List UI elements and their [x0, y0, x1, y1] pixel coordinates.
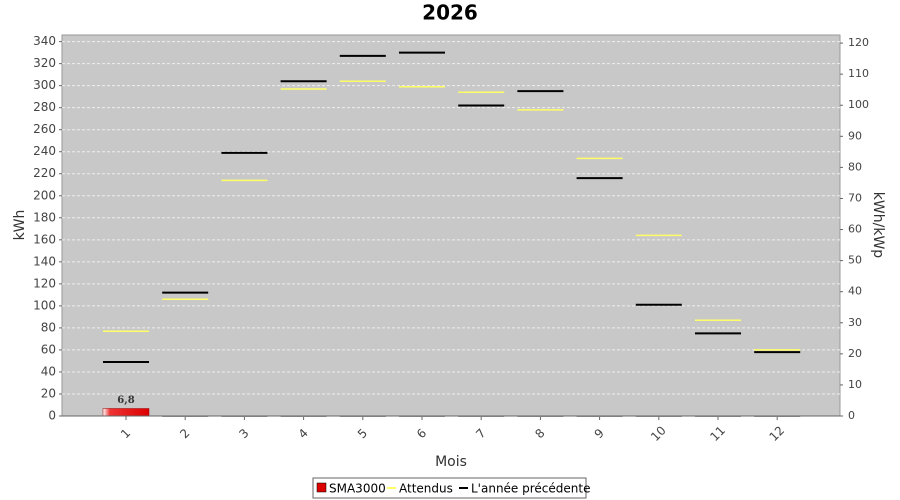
- x-tick-label: 7: [473, 426, 488, 441]
- y2-tick-label: 80: [848, 160, 862, 173]
- x-tick-label: 2: [177, 426, 192, 441]
- y2-tick-label: 60: [848, 223, 862, 236]
- y2-tick-label: 10: [848, 378, 862, 391]
- y-tick-label: 60: [41, 342, 56, 356]
- y-tick-label: 0: [48, 409, 56, 423]
- y-tick-label: 280: [33, 100, 56, 114]
- y2-tick-label: 120: [848, 36, 869, 49]
- y-tick-label: 100: [33, 298, 56, 312]
- y2-tick-label: 20: [848, 347, 862, 360]
- y2-tick-label: 70: [848, 191, 862, 204]
- x-tick-label: 3: [236, 426, 251, 441]
- plot-area: [61, 34, 841, 417]
- x-tick-label: 8: [532, 426, 547, 441]
- y2-tick-label: 100: [848, 98, 869, 111]
- x-tick-label: 12: [766, 423, 787, 444]
- y2-tick-label: 0: [848, 409, 855, 422]
- y-tick-label: 320: [33, 56, 56, 70]
- x-tick-label: 6: [414, 426, 429, 441]
- x-axis-title: Mois: [435, 454, 467, 470]
- y-tick-label: 140: [33, 254, 56, 268]
- y2-tick-label: 30: [848, 316, 862, 329]
- legend-label: Attendus: [399, 482, 453, 496]
- y-tick-label: 80: [41, 320, 56, 334]
- value-label: 6,8: [117, 395, 134, 406]
- y-tick-label: 160: [33, 232, 56, 246]
- x-tick-label: 4: [296, 426, 311, 441]
- y-tick-label: 240: [33, 144, 56, 158]
- y-axis-title: kWh: [12, 210, 28, 241]
- bar: [102, 408, 150, 417]
- x-tick-label: 11: [707, 423, 728, 444]
- y2-tick-label: 110: [848, 67, 869, 80]
- y-tick-label: 260: [33, 122, 56, 136]
- y2-tick-label: 90: [848, 129, 862, 142]
- chart-title: 2026: [422, 1, 478, 25]
- y-tick-label: 20: [41, 386, 56, 400]
- legend-label: SMA3000: [329, 482, 386, 496]
- y-tick-label: 180: [33, 210, 56, 224]
- y2-tick-label: 40: [848, 285, 862, 298]
- x-tick-label: 10: [648, 423, 669, 444]
- y2-axis-title: kWh/kWp: [870, 192, 886, 258]
- y-tick-label: 120: [33, 276, 56, 290]
- x-tick-label: 9: [592, 426, 607, 441]
- y-tick-label: 40: [41, 364, 56, 378]
- x-tick-label: 1: [118, 426, 133, 441]
- y-tick-label: 220: [33, 166, 56, 180]
- legend-label: L'année précédente: [471, 482, 590, 496]
- y-tick-label: 340: [33, 34, 56, 48]
- legend-swatch: [316, 482, 327, 493]
- x-tick-label: 5: [355, 426, 370, 441]
- legend: [312, 477, 587, 499]
- y2-tick-label: 50: [848, 254, 862, 267]
- y-tick-label: 300: [33, 78, 56, 92]
- y-tick-label: 200: [33, 188, 56, 202]
